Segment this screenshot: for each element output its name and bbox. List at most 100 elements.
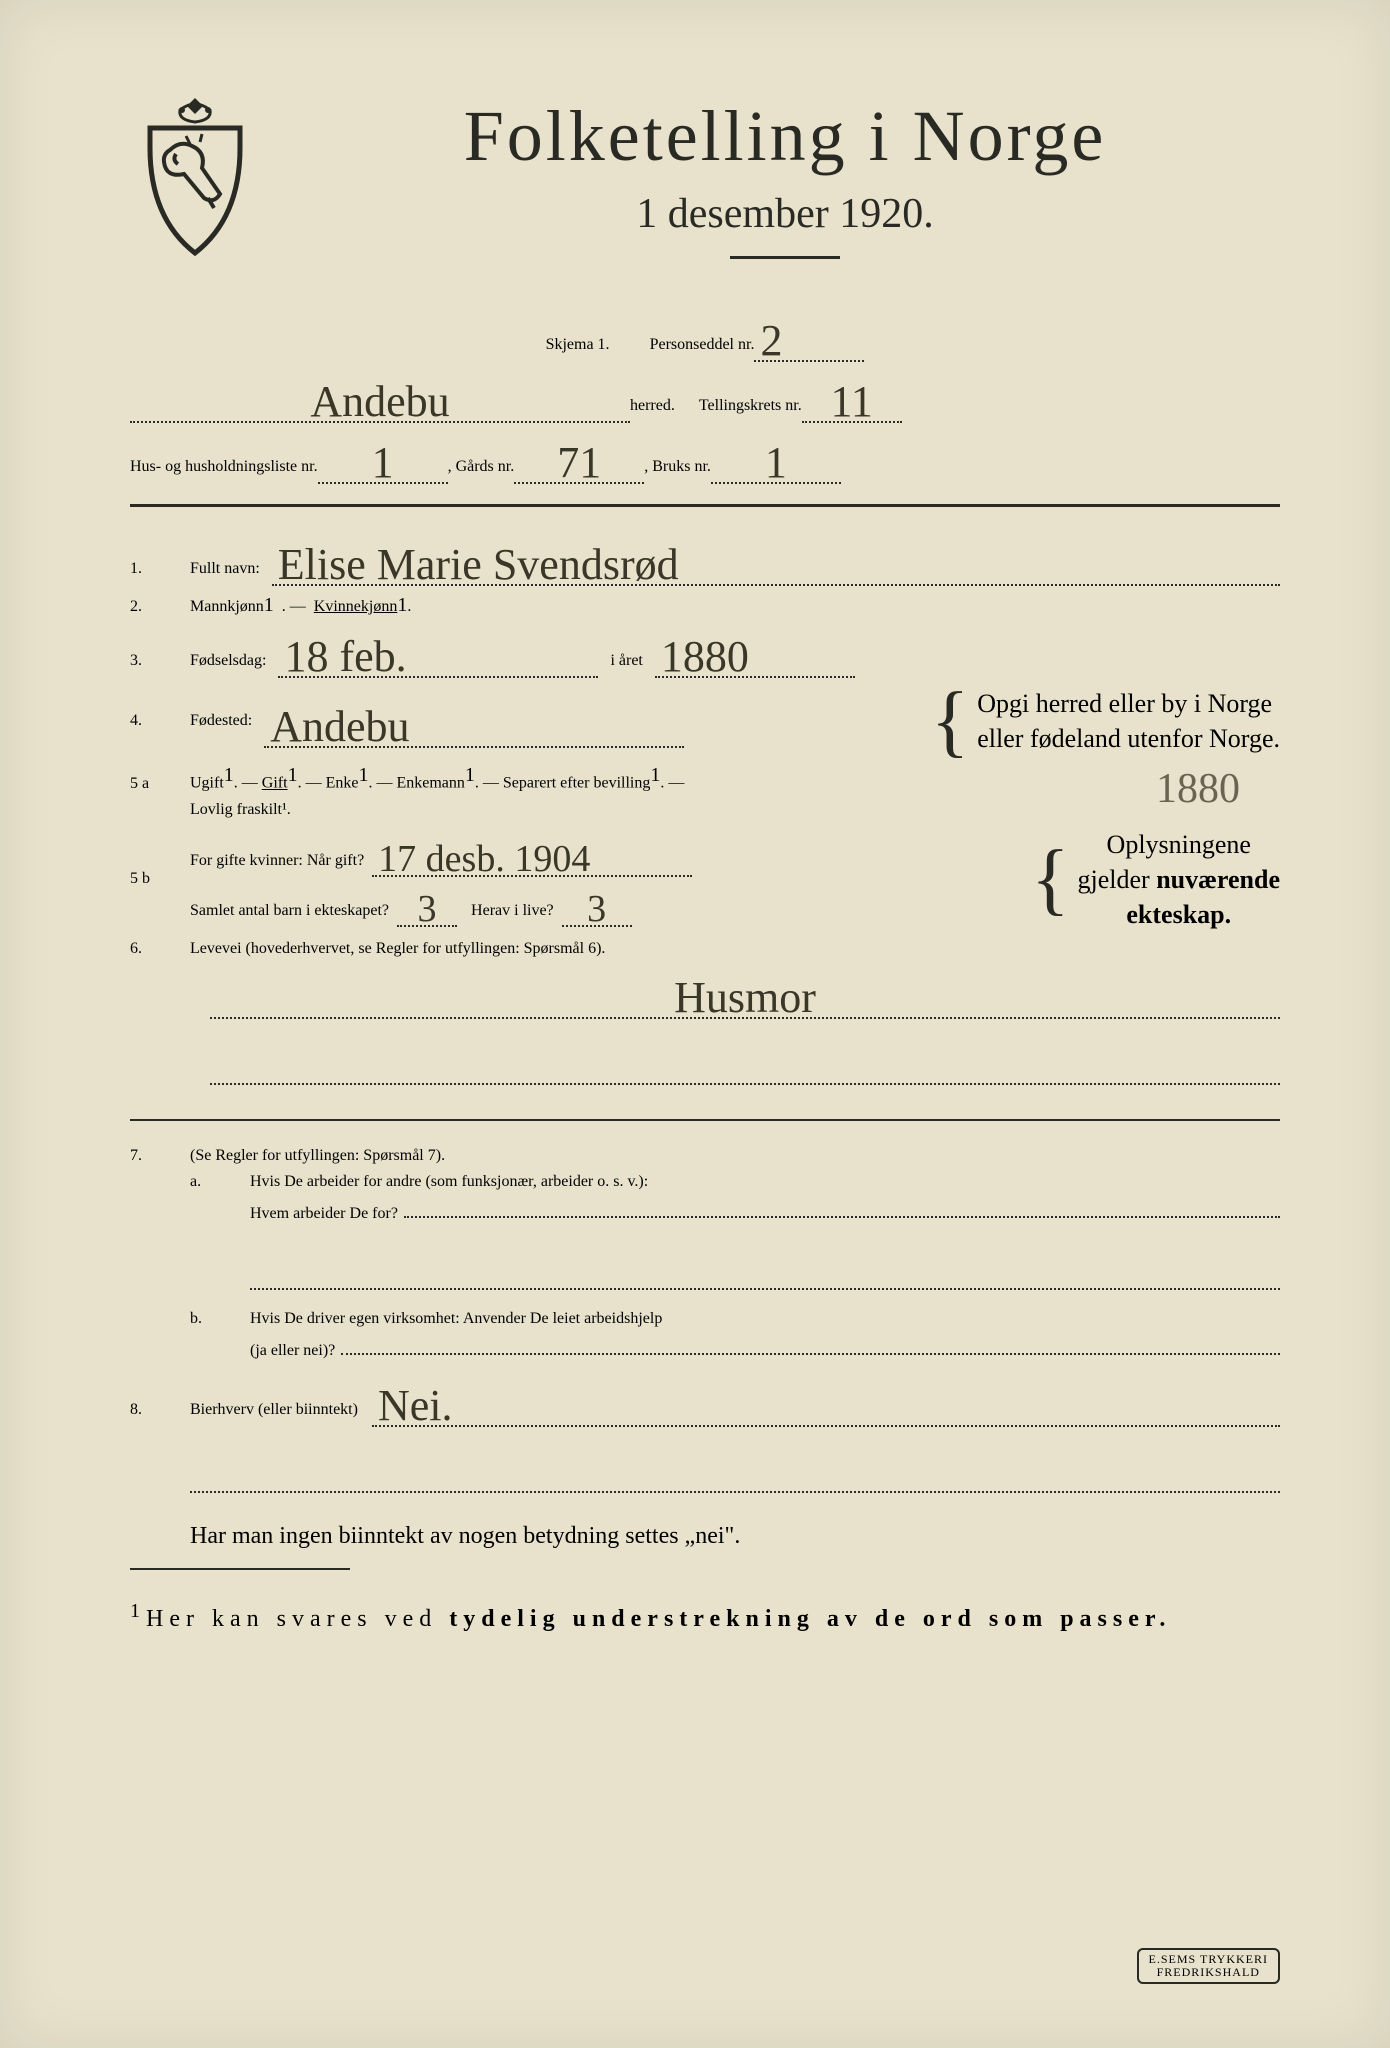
- hushold-nr: 1: [366, 438, 400, 487]
- q5b-note3: ekteskap.: [1078, 897, 1280, 932]
- q5b-barn-total: 3: [412, 888, 443, 930]
- q7b-num: b.: [190, 1310, 250, 1328]
- q2-sep: . —: [282, 598, 306, 616]
- q3-year-label: i året: [610, 652, 642, 670]
- q4-num: 4.: [130, 712, 190, 730]
- footnote-1: 1 Her kan svares ved tydelig understrekn…: [130, 1600, 1280, 1633]
- footnote-num: 1: [130, 1600, 140, 1622]
- q8-value: Nei.: [372, 1381, 459, 1430]
- q7a-line1: a. Hvis De arbeider for andre (som funks…: [190, 1173, 1280, 1191]
- skjema-label: Skjema 1.: [546, 336, 610, 354]
- gards-label: , Gårds nr.: [448, 458, 515, 476]
- hushold-line: Hus- og husholdningsliste nr. 1 , Gårds …: [130, 431, 1280, 484]
- herred-label: herred.: [630, 397, 675, 415]
- q1-num: 1.: [130, 560, 190, 578]
- q4-label: Fødested:: [190, 712, 252, 730]
- q5b-label3: Herav i live?: [471, 902, 554, 920]
- q6-num: 6.: [130, 940, 190, 958]
- section-rule-2: [130, 1119, 1280, 1121]
- q3-label: Fødselsdag:: [190, 652, 266, 670]
- brace-icon: {: [1031, 847, 1069, 911]
- q7a-text1: Hvis De arbeider for andre (som funksjon…: [250, 1173, 648, 1191]
- q5b-gift: 17 desb. 1904: [372, 838, 596, 880]
- q7-intro-text: (Se Regler for utfyllingen: Spørsmål 7).: [190, 1147, 445, 1165]
- q5b-note1: Oplysningene: [1078, 827, 1280, 862]
- q7b-text2: (ja eller nei)?: [250, 1342, 335, 1360]
- coat-of-arms-icon: [130, 90, 260, 260]
- q6-value-line: Husmor: [210, 966, 1280, 1019]
- q5b-barn-live: 3: [581, 888, 612, 930]
- printer-line1: E.SEMS TRYKKERI: [1149, 1953, 1268, 1966]
- herred-value: Andebu: [304, 377, 455, 426]
- q4-line: 4. Fødested: Andebu { Opgi herred eller …: [130, 686, 1280, 756]
- q8-num: 8.: [130, 1401, 190, 1419]
- bruks-label: , Bruks nr.: [644, 458, 711, 476]
- tellingskrets-label: Tellingskrets nr.: [699, 397, 802, 415]
- q5b-label1: For gifte kvinner: Når gift?: [190, 852, 364, 870]
- header: Folketelling i Norge 1 desember 1920.: [130, 90, 1280, 289]
- q2-line: 2. Mannkjønn1 . — Kvinnekjønn1 .: [130, 594, 1280, 617]
- q5a-num: 5 a: [130, 775, 190, 793]
- q8-label: Bierhverv (eller biinntekt): [190, 1401, 358, 1419]
- skjema-line: Skjema 1. Personseddel nr. 2: [130, 309, 1280, 362]
- q7b-text1: Hvis De driver egen virksomhet: Anvender…: [250, 1310, 662, 1328]
- biinntekt-hint: Har man ingen biinntekt av nogen betydni…: [190, 1523, 1280, 1550]
- q7b-line2: (ja eller nei)?: [250, 1336, 1280, 1360]
- q3-num: 3.: [130, 652, 190, 670]
- printer-line2: FREDRIKSHALD: [1149, 1966, 1268, 1979]
- q5a-lovlig: Lovlig fraskilt¹.: [190, 801, 291, 819]
- q7b-line1: b. Hvis De driver egen virksomhet: Anven…: [190, 1310, 1280, 1328]
- personseddel-nr: 2: [754, 316, 788, 365]
- q8-line: 8. Bierhverv (eller biinntekt) Nei.: [130, 1374, 1280, 1427]
- q5a-line1: 5 a Ugift1. — Gift1. — Enke1. — Enkemann…: [130, 764, 1280, 792]
- hushold-label: Hus- og husholdningsliste nr.: [130, 458, 318, 476]
- q4-note: Opgi herred eller by i Norge eller fødel…: [977, 686, 1280, 756]
- foot-rule: [130, 1568, 350, 1570]
- q6-blank: [210, 1063, 1280, 1085]
- q3-day: 18 feb.: [278, 632, 412, 681]
- q5a-options: Ugift1. — Gift1. — Enke1. — Enkemann1. —…: [190, 764, 684, 792]
- q7a-text2: Hvem arbeider De for?: [250, 1205, 398, 1223]
- title-block: Folketelling i Norge 1 desember 1920.: [290, 90, 1280, 289]
- q2-mann: Mannkjønn: [190, 598, 264, 616]
- q5a-line2: Lovlig fraskilt¹. 1880: [130, 801, 1280, 819]
- q2-tail: .: [407, 598, 411, 616]
- q3-year: 1880: [655, 632, 755, 681]
- q1-value: Elise Marie Svendsrød: [272, 540, 685, 589]
- date-line: 1 desember 1920.: [290, 190, 1280, 238]
- footnote-text: Her kan svares ved tydelig understreknin…: [146, 1606, 1171, 1632]
- q7-num: 7.: [130, 1147, 190, 1165]
- q7a-num: a.: [190, 1173, 250, 1191]
- q6-line: 6. Levevei (hovederhvervet, se Regler fo…: [130, 940, 1280, 958]
- q5b-num: 5 b: [130, 870, 190, 888]
- herred-line: Andebu herred. Tellingskrets nr. 11: [130, 370, 1280, 423]
- tellingskrets-nr: 11: [825, 377, 879, 426]
- q4-note2: eller fødeland utenfor Norge.: [977, 721, 1280, 756]
- q1-line: 1. Fullt navn: Elise Marie Svendsrød: [130, 533, 1280, 586]
- q7a-line2: Hvem arbeider De for?: [250, 1199, 1280, 1223]
- q6-label: Levevei (hovederhvervet, se Regler for u…: [190, 940, 605, 958]
- q1-label: Fullt navn:: [190, 560, 260, 578]
- main-title: Folketelling i Norge: [290, 95, 1280, 178]
- brace-icon: {: [931, 689, 969, 753]
- q4-value: Andebu: [264, 702, 415, 751]
- margin-year: 1880: [1156, 765, 1240, 813]
- q7a-blank: [250, 1267, 1280, 1289]
- section-rule-1: [130, 504, 1280, 507]
- personseddel-label: Personseddel nr.: [650, 336, 755, 354]
- q7-intro: 7. (Se Regler for utfyllingen: Spørsmål …: [130, 1147, 1280, 1165]
- census-form-page: Folketelling i Norge 1 desember 1920. Sk…: [0, 0, 1390, 2048]
- bruks-nr: 1: [759, 438, 793, 487]
- q2-num: 2.: [130, 598, 190, 616]
- q8-blank: [190, 1471, 1280, 1493]
- q5b-label2: Samlet antal barn i ekteskapet?: [190, 902, 389, 920]
- q5b-note: Oplysningene gjelder nuværende ekteskap.: [1078, 827, 1280, 932]
- printer-stamp: E.SEMS TRYKKERI FREDRIKSHALD: [1137, 1948, 1280, 1984]
- q2-kvinne: Kvinnekjønn: [314, 598, 398, 616]
- gards-nr: 71: [551, 438, 607, 487]
- q6-value: Husmor: [668, 973, 822, 1022]
- q4-note1: Opgi herred eller by i Norge: [977, 686, 1280, 721]
- title-rule: [730, 256, 840, 259]
- q3-line: 3. Fødselsdag: 18 feb. i året 1880: [130, 625, 1280, 678]
- q5b-line1: 5 b For gifte kvinner: Når gift? 17 desb…: [130, 827, 1280, 932]
